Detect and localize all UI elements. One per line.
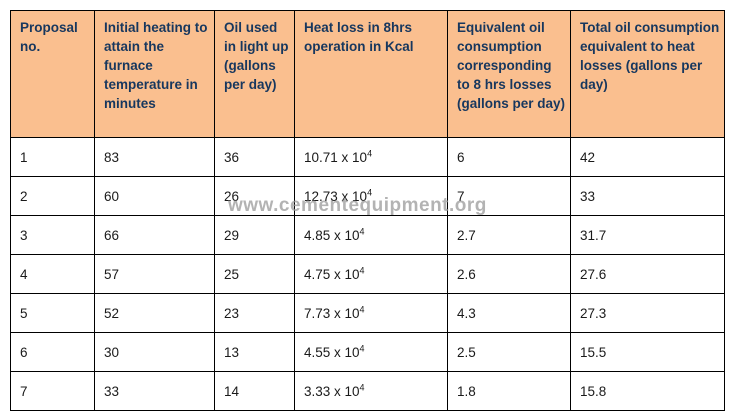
cell-initial-heating: 52 <box>94 293 215 333</box>
table-row: 7 33 14 3.33 x 104 1.8 15.8 <box>10 371 725 411</box>
cell-heat-loss: 10.71 x 104 <box>294 137 448 177</box>
column-header-total-oil: Total oil consumption equivalent to heat… <box>570 10 725 138</box>
cell-heat-loss: 4.55 x 104 <box>294 332 448 372</box>
heat-loss-exponent: 4 <box>359 226 365 236</box>
cell-total-oil: 27.3 <box>570 293 725 333</box>
cell-equivalent-oil: 4.3 <box>447 293 571 333</box>
cell-oil-light-up: 26 <box>214 176 295 216</box>
table-row: 4 57 25 4.75 x 104 2.6 27.6 <box>10 254 725 294</box>
table-row: 1 83 36 10.71 x 104 6 42 <box>10 137 725 177</box>
cell-proposal-no: 6 <box>10 332 95 372</box>
cell-initial-heating: 57 <box>94 254 215 294</box>
cell-proposal-no: 7 <box>10 371 95 411</box>
cell-proposal-no: 1 <box>10 137 95 177</box>
heat-loss-mantissa: 7.73 x 10 <box>304 305 360 321</box>
cell-oil-light-up: 13 <box>214 332 295 372</box>
heat-loss-mantissa: 4.75 x 10 <box>304 266 360 282</box>
cell-initial-heating: 83 <box>94 137 215 177</box>
cell-total-oil: 42 <box>570 137 725 177</box>
cell-initial-heating: 60 <box>94 176 215 216</box>
cell-equivalent-oil: 2.6 <box>447 254 571 294</box>
column-header-oil-light-up: Oil used in light up (gallons per day) <box>214 10 295 138</box>
heat-loss-exponent: 4 <box>359 382 365 392</box>
table-row: 6 30 13 4.55 x 104 2.5 15.5 <box>10 332 725 372</box>
table-row: 3 66 29 4.85 x 104 2.7 31.7 <box>10 215 725 255</box>
table-row: 2 60 26 12.73 x 104 7 33 <box>10 176 725 216</box>
cell-equivalent-oil: 2.7 <box>447 215 571 255</box>
cell-oil-light-up: 25 <box>214 254 295 294</box>
cell-heat-loss: 7.73 x 104 <box>294 293 448 333</box>
cell-oil-light-up: 14 <box>214 371 295 411</box>
cell-total-oil: 27.6 <box>570 254 725 294</box>
cell-total-oil: 15.8 <box>570 371 725 411</box>
column-header-equivalent-oil: Equivalent oil consumption corresponding… <box>447 10 571 138</box>
table-row: 5 52 23 7.73 x 104 4.3 27.3 <box>10 293 725 333</box>
heat-loss-exponent: 4 <box>359 265 365 275</box>
cell-oil-light-up: 29 <box>214 215 295 255</box>
cell-equivalent-oil: 6 <box>447 137 571 177</box>
heat-loss-exponent: 4 <box>359 304 365 314</box>
cell-heat-loss: 4.75 x 104 <box>294 254 448 294</box>
heat-loss-mantissa: 10.71 x 10 <box>304 149 368 165</box>
heat-loss-exponent: 4 <box>367 148 373 158</box>
cell-initial-heating: 30 <box>94 332 215 372</box>
header-row: Proposal no. Initial heating to attain t… <box>10 10 725 138</box>
heat-loss-exponent: 4 <box>367 187 373 197</box>
cell-heat-loss: 4.85 x 104 <box>294 215 448 255</box>
heat-loss-mantissa: 3.33 x 10 <box>304 383 360 399</box>
cell-total-oil: 31.7 <box>570 215 725 255</box>
heat-loss-mantissa: 4.55 x 10 <box>304 344 360 360</box>
cell-initial-heating: 33 <box>94 371 215 411</box>
cell-proposal-no: 4 <box>10 254 95 294</box>
cell-proposal-no: 3 <box>10 215 95 255</box>
cell-oil-light-up: 36 <box>214 137 295 177</box>
cell-equivalent-oil: 7 <box>447 176 571 216</box>
column-header-heat-loss: Heat loss in 8hrs operation in Kcal <box>294 10 448 138</box>
cell-oil-light-up: 23 <box>214 293 295 333</box>
cell-proposal-no: 5 <box>10 293 95 333</box>
cell-total-oil: 33 <box>570 176 725 216</box>
heat-loss-exponent: 4 <box>359 343 365 353</box>
cell-heat-loss: 12.73 x 104 <box>294 176 448 216</box>
proposals-table: Proposal no. Initial heating to attain t… <box>10 10 725 411</box>
column-header-proposal-no: Proposal no. <box>10 10 95 138</box>
cell-heat-loss: 3.33 x 104 <box>294 371 448 411</box>
heat-loss-mantissa: 12.73 x 10 <box>304 188 368 204</box>
cell-equivalent-oil: 1.8 <box>447 371 571 411</box>
cell-initial-heating: 66 <box>94 215 215 255</box>
column-header-initial-heating: Initial heating to attain the furnace te… <box>94 10 215 138</box>
cell-proposal-no: 2 <box>10 176 95 216</box>
cell-total-oil: 15.5 <box>570 332 725 372</box>
heat-loss-mantissa: 4.85 x 10 <box>304 227 360 243</box>
cell-equivalent-oil: 2.5 <box>447 332 571 372</box>
